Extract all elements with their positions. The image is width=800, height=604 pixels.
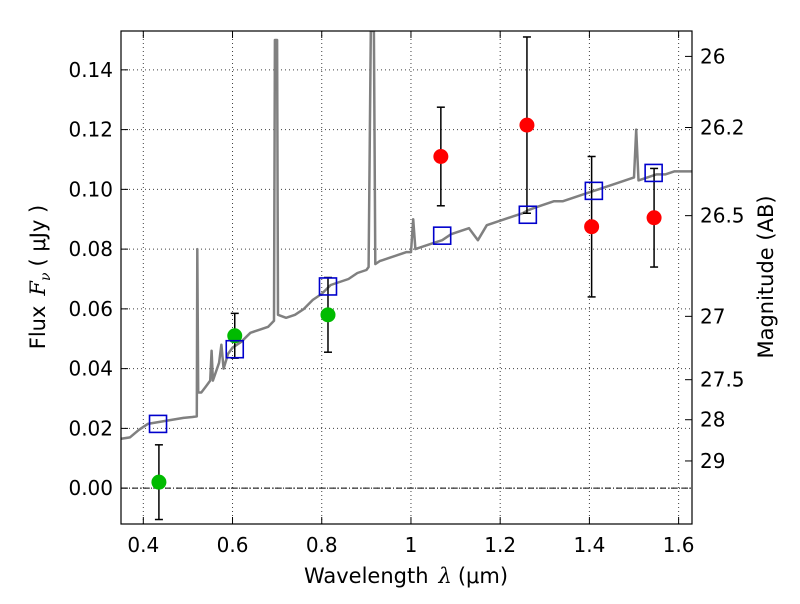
y2-tick-label: 26.5 [700, 204, 745, 228]
green-detections-point [227, 328, 243, 344]
model-spectrum-line [121, 31, 692, 441]
y-axis-label-subscript: ν [38, 272, 54, 281]
y-tick-label: 0.06 [68, 297, 113, 321]
x-axis-label-symbol: λ [438, 564, 452, 588]
y-axis-label-unit: ( μJy ) [26, 205, 50, 267]
y-tick-label: 0.00 [68, 476, 113, 500]
y-axis-label: Flux Fν ( μJy ) [26, 205, 54, 349]
x-tick-label: 0.4 [127, 533, 159, 557]
y2-tick-label: 27 [700, 304, 725, 328]
x-tick-label: 1.4 [573, 533, 605, 557]
y2-tick-label: 27.5 [700, 368, 745, 392]
model-photometry-point [148, 414, 168, 434]
model-photometry-point [225, 339, 245, 359]
grid [121, 31, 692, 524]
green-detections-point [151, 474, 167, 490]
y-axis-label-symbol: F [26, 280, 50, 297]
y2-tick-label: 29 [700, 449, 725, 473]
red-detections-point [584, 219, 600, 235]
x-tick-label: 1.6 [663, 533, 695, 557]
x-axis-label-text: Wavelength [304, 564, 429, 588]
model-photometry-point [432, 226, 452, 245]
y-tick-label: 0.02 [68, 416, 113, 440]
y-axis-label-text: Flux [26, 306, 50, 350]
model-photometry-point [318, 277, 338, 296]
model-photometry-point [518, 205, 538, 225]
model-spectrum-layer [121, 31, 692, 441]
error-bars [154, 36, 659, 521]
x-axis-label-unit: (μm) [458, 564, 508, 588]
plot-frame [120, 30, 693, 525]
red-detections-point [646, 210, 662, 226]
x-tick-label: 1 [405, 533, 418, 557]
model-photometry-point [644, 163, 663, 183]
x-tick-label: 0.6 [217, 533, 249, 557]
y2-axis-label: Magnitude (AB) [754, 195, 778, 358]
y-tick-label: 0.04 [68, 357, 113, 381]
y-tick-label: 0.10 [68, 177, 113, 201]
red-detections-point [433, 148, 449, 164]
y-tick-label: 0.14 [68, 58, 113, 82]
y2-tick-label: 26.2 [700, 116, 745, 140]
axis-ticks: 0.4 0.6 0.8 1 1.2 1.4 1.6 0.00 0.02 0.04 0.06 0.08 0… [68, 31, 745, 557]
red-detections-point [519, 117, 535, 133]
green-detections-point [320, 307, 336, 323]
y2-tick-label: 26 [700, 44, 725, 68]
y2-tick-label: 28 [700, 408, 725, 432]
y-tick-label: 0.12 [68, 118, 113, 142]
x-tick-label: 0.8 [306, 533, 338, 557]
data-markers [148, 117, 663, 490]
y-tick-label: 0.08 [68, 237, 113, 261]
x-axis-label: Wavelength λ (μm) [304, 564, 508, 588]
x-tick-label: 1.2 [484, 533, 516, 557]
model-photometry-point [584, 181, 604, 201]
